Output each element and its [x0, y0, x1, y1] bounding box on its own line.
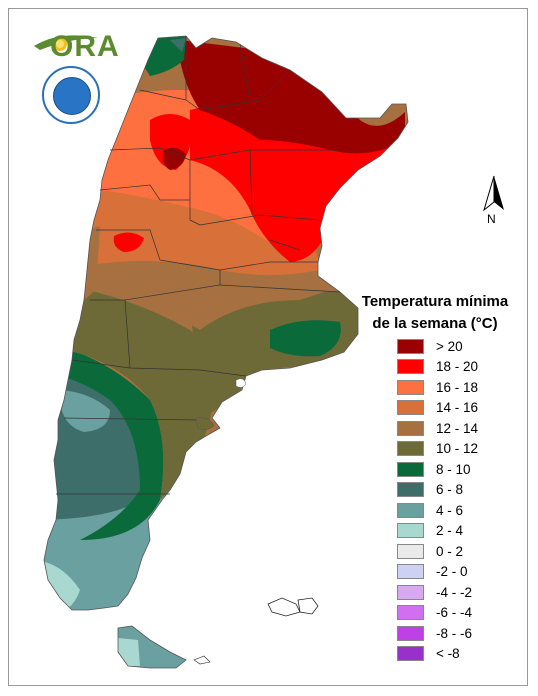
legend-swatch	[397, 625, 424, 641]
legend-swatch	[397, 400, 424, 416]
legend-swatch	[397, 359, 424, 375]
legend-item: 12 - 14	[397, 418, 478, 439]
ora-logo-text: ORA	[50, 30, 120, 63]
legend-label: 8 - 10	[436, 461, 471, 477]
legend-item: 4 - 6	[397, 500, 478, 521]
legend-label: -2 - 0	[436, 564, 468, 580]
legend-item: 14 - 16	[397, 398, 478, 419]
ora-leaf-icon	[34, 35, 98, 51]
legend-title-line2: de la semana (°C)	[372, 315, 498, 332]
legend-swatch	[397, 605, 424, 621]
legend-item: -8 - -6	[397, 623, 478, 644]
legend-swatch	[397, 379, 424, 395]
legend-label: 2 - 4	[436, 523, 464, 539]
legend-label: -6 - -4	[436, 605, 473, 621]
legend-item: < -8	[397, 644, 478, 665]
legend-swatch	[397, 338, 424, 354]
legend-title: Temperatura mínima de la semana (°C)	[340, 291, 530, 335]
legend-label: -4 - -2	[436, 584, 473, 600]
legend-label: < -8	[436, 646, 460, 662]
legend-swatch	[397, 482, 424, 498]
legend-label: 16 - 18	[436, 379, 479, 395]
legend-swatch	[397, 523, 424, 539]
legend-label: 10 - 12	[436, 441, 479, 457]
legend-item: 18 - 20	[397, 357, 478, 378]
legend-item: -4 - -2	[397, 582, 478, 603]
north-arrow-icon	[483, 175, 504, 212]
legend: > 20 18 - 20 16 - 18 14 - 16 12 - 14 10 - 12 8…	[397, 336, 478, 664]
legend-label: 4 - 6	[436, 502, 464, 518]
legend-item: 2 - 4	[397, 521, 478, 542]
legend-label: 6 - 8	[436, 482, 464, 498]
legend-label: 14 - 16	[436, 400, 479, 416]
legend-item: -2 - 0	[397, 562, 478, 583]
legend-label: > 20	[436, 338, 463, 354]
seal-globe	[53, 77, 91, 115]
legend-swatch	[397, 584, 424, 600]
smn-seal-icon	[42, 66, 100, 124]
legend-item: 8 - 10	[397, 459, 478, 480]
legend-title-line1: Temperatura mínima	[361, 293, 509, 310]
legend-swatch	[397, 420, 424, 436]
legend-item: 6 - 8	[397, 480, 478, 501]
legend-item: > 20	[397, 336, 478, 357]
legend-label: 0 - 2	[436, 543, 464, 559]
legend-swatch	[397, 564, 424, 580]
legend-item: 0 - 2	[397, 541, 478, 562]
legend-label: 12 - 14	[436, 420, 479, 436]
north-label: N	[487, 212, 496, 226]
legend-item: -6 - -4	[397, 603, 478, 624]
legend-item: 16 - 18	[397, 377, 478, 398]
legend-swatch	[397, 441, 424, 457]
legend-item: 10 - 12	[397, 439, 478, 460]
legend-label: -8 - -6	[436, 625, 473, 641]
legend-swatch	[397, 543, 424, 559]
legend-swatch	[397, 646, 424, 662]
legend-swatch	[397, 502, 424, 518]
legend-label: 18 - 20	[436, 359, 479, 375]
legend-swatch	[397, 461, 424, 477]
